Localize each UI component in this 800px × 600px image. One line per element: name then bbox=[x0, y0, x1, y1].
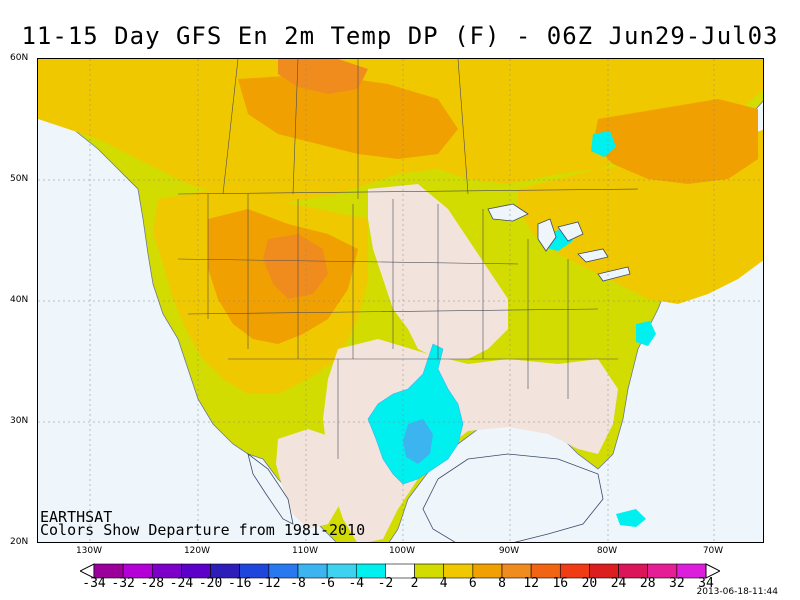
lon-label-110w: 110W bbox=[291, 546, 319, 556]
colorbar-tick-label: 2 bbox=[410, 576, 419, 591]
colorbar-tick-label: -20 bbox=[198, 576, 223, 591]
colorbar-right-arrow bbox=[705, 563, 720, 579]
colorbar-tick-label: -32 bbox=[111, 576, 135, 591]
graticule bbox=[38, 59, 763, 542]
credit-brand: EARTHSAT bbox=[40, 508, 113, 526]
anomaly-dark-alberta bbox=[278, 59, 368, 94]
lon-label-100w: 100W bbox=[388, 546, 416, 556]
colorbar-tick-label: 20 bbox=[581, 576, 598, 591]
map-area bbox=[37, 58, 764, 543]
anomaly-dark-idaho bbox=[263, 234, 328, 299]
colorbar-tick-label: -6 bbox=[319, 576, 335, 591]
colorbar-tick-label: -24 bbox=[169, 576, 194, 591]
colorbar-tick-label: -8 bbox=[290, 576, 306, 591]
anomaly-cyan-cuba bbox=[616, 509, 646, 527]
colorbar-tick-label: -4 bbox=[348, 576, 365, 591]
lat-label-30n: 30N bbox=[10, 416, 29, 426]
lon-label-90w: 90W bbox=[498, 546, 520, 556]
lon-label-130w: 130W bbox=[75, 546, 103, 556]
color-legend-labels: -34 -32 -28 -24 -20 -16 -12 -8 -6 -4 -2 2 4 6 8 12 16 20 2… bbox=[80, 576, 720, 592]
gulf-of-california bbox=[247, 453, 294, 525]
colorbar-tick-label: 8 bbox=[498, 576, 506, 591]
timestamp: 2013-06-18-11:44 bbox=[696, 587, 779, 597]
lat-label-40n: 40N bbox=[10, 295, 29, 305]
colorbar-tick-label: -34 bbox=[82, 576, 106, 591]
anomaly-orange-quebec bbox=[593, 99, 758, 184]
anomaly-blue-texas bbox=[403, 419, 433, 464]
anomaly-neutral-south bbox=[323, 339, 618, 542]
colorbar-tick-label: 34 bbox=[698, 576, 714, 591]
anomaly-map bbox=[38, 59, 763, 542]
map-title: 11-15 Day GFS En 2m Temp DP (F) - 06Z Ju… bbox=[21, 22, 779, 50]
colorbar-tick-label: -28 bbox=[140, 576, 165, 591]
color-legend-bar bbox=[80, 563, 720, 579]
credit-description: Colors Show Departure from 1981-2010 bbox=[40, 521, 366, 539]
lat-label-20n: 20N bbox=[10, 537, 29, 547]
colorbar-tick-label: 12 bbox=[523, 576, 539, 591]
lon-label-80w: 80W bbox=[596, 546, 618, 556]
lon-label-70w: 70W bbox=[702, 546, 724, 556]
colorbar-tick-label: 32 bbox=[669, 576, 685, 591]
colorbar-tick-label: 24 bbox=[610, 576, 627, 591]
colorbar-tick-label: -16 bbox=[227, 576, 252, 591]
colorbar-tick-label: 4 bbox=[439, 576, 448, 591]
gulf-of-mexico bbox=[422, 453, 604, 542]
colorbar-tick-label: -2 bbox=[377, 576, 394, 591]
lat-label-60n: 60N bbox=[10, 53, 29, 63]
colorbar-tick-label: 28 bbox=[639, 576, 656, 591]
colorbar-tick-label: -12 bbox=[257, 576, 281, 591]
colorbar-tick-label: 16 bbox=[552, 576, 569, 591]
lat-label-50n: 50N bbox=[10, 174, 29, 184]
political-boundaries bbox=[177, 59, 639, 459]
colorbar-tick-label: 6 bbox=[468, 576, 477, 591]
anomaly-cyan-carolina bbox=[636, 321, 656, 346]
anomaly-cyan-hudson bbox=[591, 131, 616, 157]
anomaly-neutral-mexico bbox=[276, 429, 348, 529]
lon-label-120w: 120W bbox=[183, 546, 211, 556]
great-lakes bbox=[487, 203, 631, 282]
